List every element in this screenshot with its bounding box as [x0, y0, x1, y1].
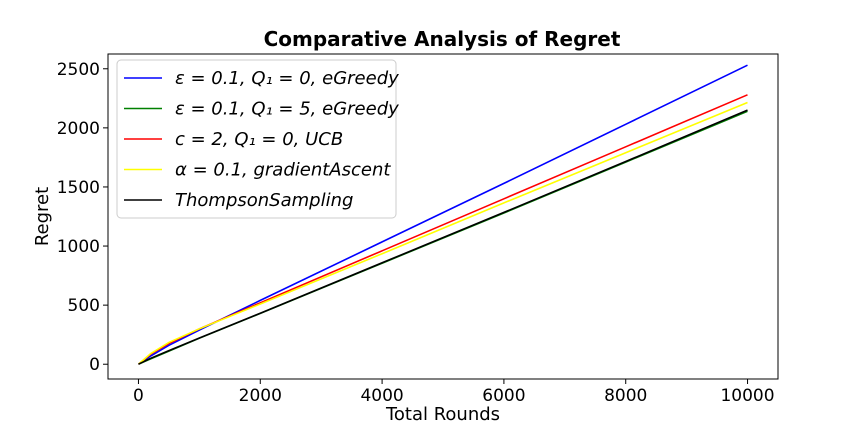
y-tick-label: 1500 — [57, 178, 100, 198]
x-axis-label: Total Rounds — [385, 404, 500, 425]
legend-label-4: ThompsonSampling — [175, 190, 353, 211]
y-tick-label: 500 — [68, 296, 100, 316]
y-tick-label: 2000 — [57, 119, 100, 139]
x-tick-label: 10000 — [720, 386, 774, 406]
y-axis-label: Regret — [32, 187, 53, 246]
plot-frame — [107, 53, 779, 380]
series-layer — [137, 64, 748, 365]
x-tick-label: 6000 — [482, 386, 525, 406]
series-line-0 — [138, 64, 748, 365]
legend-label-3: α = 0.1, gradientAscent — [175, 160, 391, 181]
legend-box — [116, 59, 397, 219]
y-tick-label: 0 — [89, 355, 100, 375]
legend-label-1: ε = 0.1, Q₁ = 5, eGreedy — [175, 99, 399, 120]
chart-title: Comparative Analysis of Regret — [264, 27, 621, 51]
series-line-3 — [137, 101, 748, 365]
x-tick-label: 0 — [133, 386, 144, 406]
x-axis-ticks: 0 2000 4000 6000 8000 10000 — [133, 379, 775, 406]
y-tick-label: 1000 — [57, 237, 100, 257]
x-tick-label: 2000 — [239, 386, 282, 406]
x-tick-label: 4000 — [360, 386, 403, 406]
y-tick-label: 2500 — [57, 60, 100, 80]
legend-label-2: c = 2, Q₁ = 0, UCB — [175, 129, 343, 150]
x-tick-label: 8000 — [604, 386, 647, 406]
y-axis-ticks: 0 500 1000 1500 2000 2500 — [57, 60, 108, 375]
series-line-4 — [138, 109, 748, 365]
legend-label-0: ε = 0.1, Q₁ = 0, eGreedy — [175, 68, 399, 89]
legend: ε = 0.1, Q₁ = 0, eGreedy ε = 0.1, Q₁ = 5,… — [116, 59, 399, 219]
